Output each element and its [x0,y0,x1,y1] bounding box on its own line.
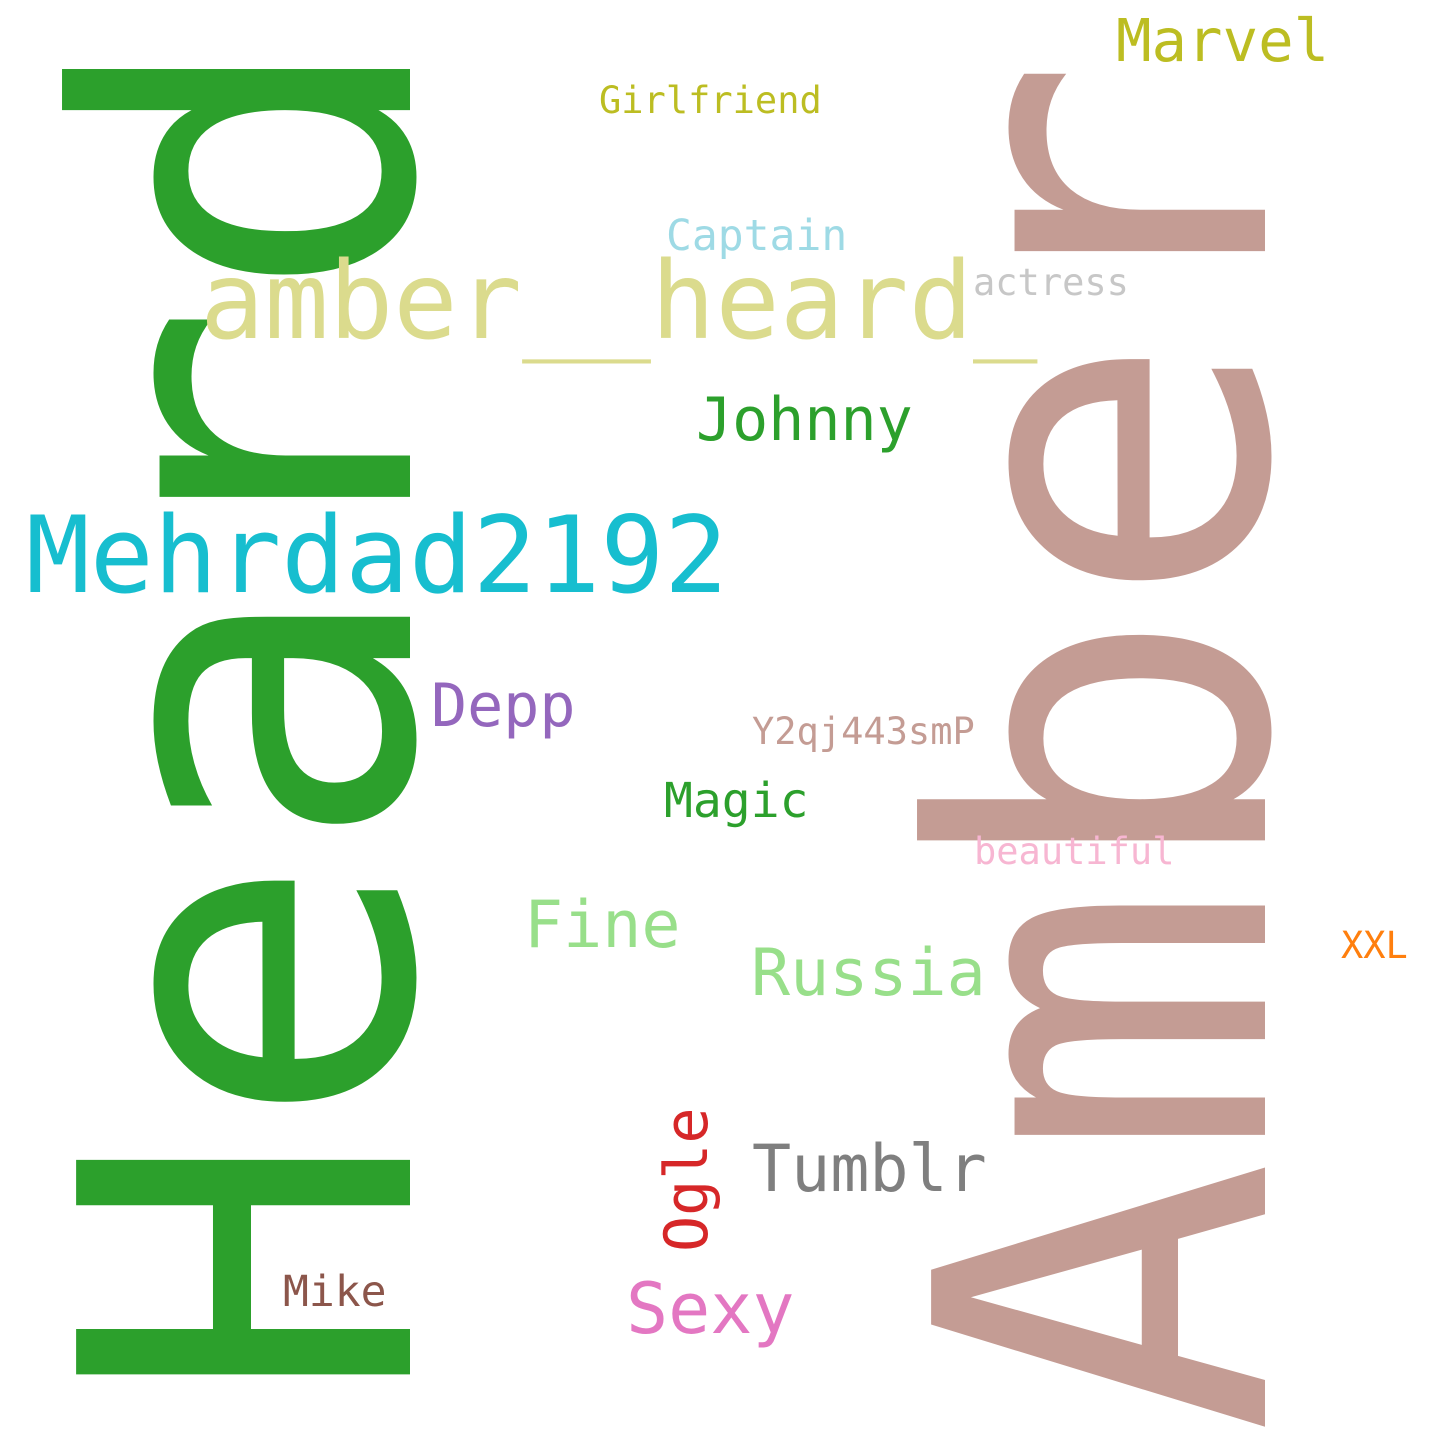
word-xxl: XXL [1341,924,1408,967]
word-y2qj443smp: Y2qj443smP [752,710,975,753]
word-tumblr: Tumblr [752,1132,987,1207]
word-mehrdad2192: Mehrdad2192 [26,494,728,617]
word-actress: actress [973,261,1129,304]
word-beautiful: beautiful [974,830,1174,873]
word-marvel: Marvel [1116,6,1329,75]
word-johnny: Johnny [696,385,913,455]
word-heard: Heard [0,26,519,1405]
word-captain: Captain [666,211,847,261]
word-depp: Depp [431,671,576,741]
word-ogle: Ogle [652,1108,722,1253]
word-mike: Mike [283,1267,387,1317]
word-girlfriend: Girlfriend [599,79,822,122]
word-amber-heard: amber__heard_ [200,240,1038,364]
word-amber: Amber [841,56,1374,1435]
word-sexy: Sexy [626,1268,795,1350]
word-magic: Magic [664,773,809,829]
word-fine: Fine [524,888,681,963]
word-russia: Russia [751,936,986,1011]
